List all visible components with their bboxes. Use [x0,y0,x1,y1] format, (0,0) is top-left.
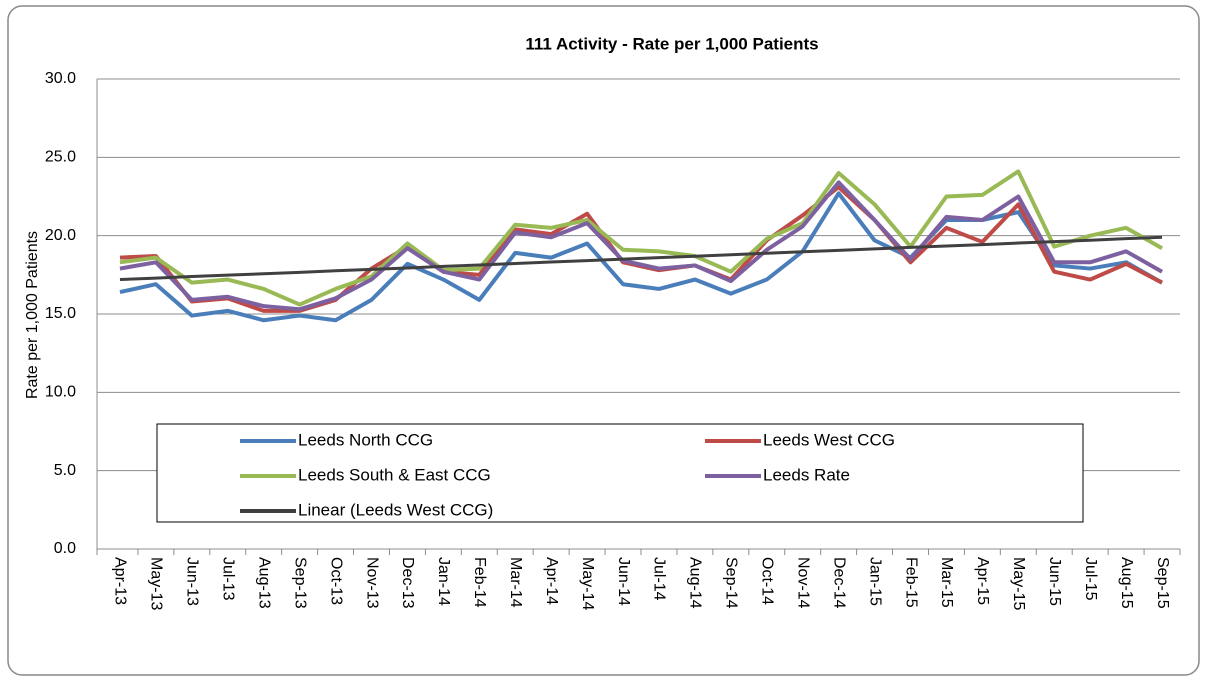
x-tick-label: Dec-14 [830,557,847,609]
x-tick-label: Oct-13 [327,557,344,605]
x-tick-label: Aug-13 [255,557,272,609]
y-tick-label: 25.0 [45,149,76,166]
series-line [119,191,1164,323]
x-tick-label: Jun-13 [184,557,201,606]
y-tick-label: 0.0 [54,540,76,557]
x-tick-label: Jan-15 [866,557,883,606]
x-tick-label: Mar-15 [938,557,955,608]
x-tick-label: Apr-14 [543,557,560,605]
y-tick-label: 5.0 [54,462,76,479]
x-tick-label: Jul-14 [651,557,668,601]
y-tick-label: 10.0 [45,384,76,401]
legend-label: Leeds North CCG [298,430,433,449]
chart-title: 111 Activity - Rate per 1,000 Patients [525,34,818,53]
x-tick-label: Feb-15 [902,557,919,608]
y-axis-label: Rate per 1,000 Patients [24,231,41,399]
x-tick-label: May-13 [148,557,165,610]
y-tick-label: 20.0 [45,227,76,244]
y-tick-label: 30.0 [45,70,76,87]
x-tick-label: Jun-14 [615,557,632,606]
series-line [119,169,1164,307]
series-line [119,235,1163,282]
x-tick-label: Jun-15 [1046,557,1063,606]
x-tick-label: May-14 [579,557,596,610]
y-tick-label: 15.0 [45,305,76,322]
legend-box [156,423,1084,523]
x-tick-label: Nov-13 [363,557,380,609]
x-tick-label: Jul-15 [1082,557,1099,601]
x-tick-label: Aug-14 [687,557,704,609]
x-tick-label: Sep-15 [1154,557,1171,609]
legend-label: Leeds South & East CCG [298,465,491,484]
x-tick-label: Apr-13 [112,557,129,605]
series-line [119,180,1164,312]
x-tick-label: Sep-14 [723,557,740,609]
x-tick-label: Dec-13 [399,557,416,609]
x-tick-label: May-15 [1010,557,1027,610]
x-tick-label: Apr-15 [974,557,991,605]
x-tick-label: Oct-14 [759,557,776,605]
x-tick-label: Mar-14 [507,557,524,608]
x-tick-label: Sep-13 [291,557,308,609]
x-tick-label: Jan-14 [435,557,452,606]
x-tick-label: Nov-14 [794,557,811,609]
legend-label: Leeds Rate [763,465,850,484]
x-tick-label: Jul-13 [220,557,237,601]
x-tick-label: Feb-14 [471,557,488,608]
legend-label: Linear (Leeds West CCG) [298,500,493,519]
legend-label: Leeds West CCG [763,430,895,449]
x-tick-label: Aug-15 [1118,557,1135,609]
